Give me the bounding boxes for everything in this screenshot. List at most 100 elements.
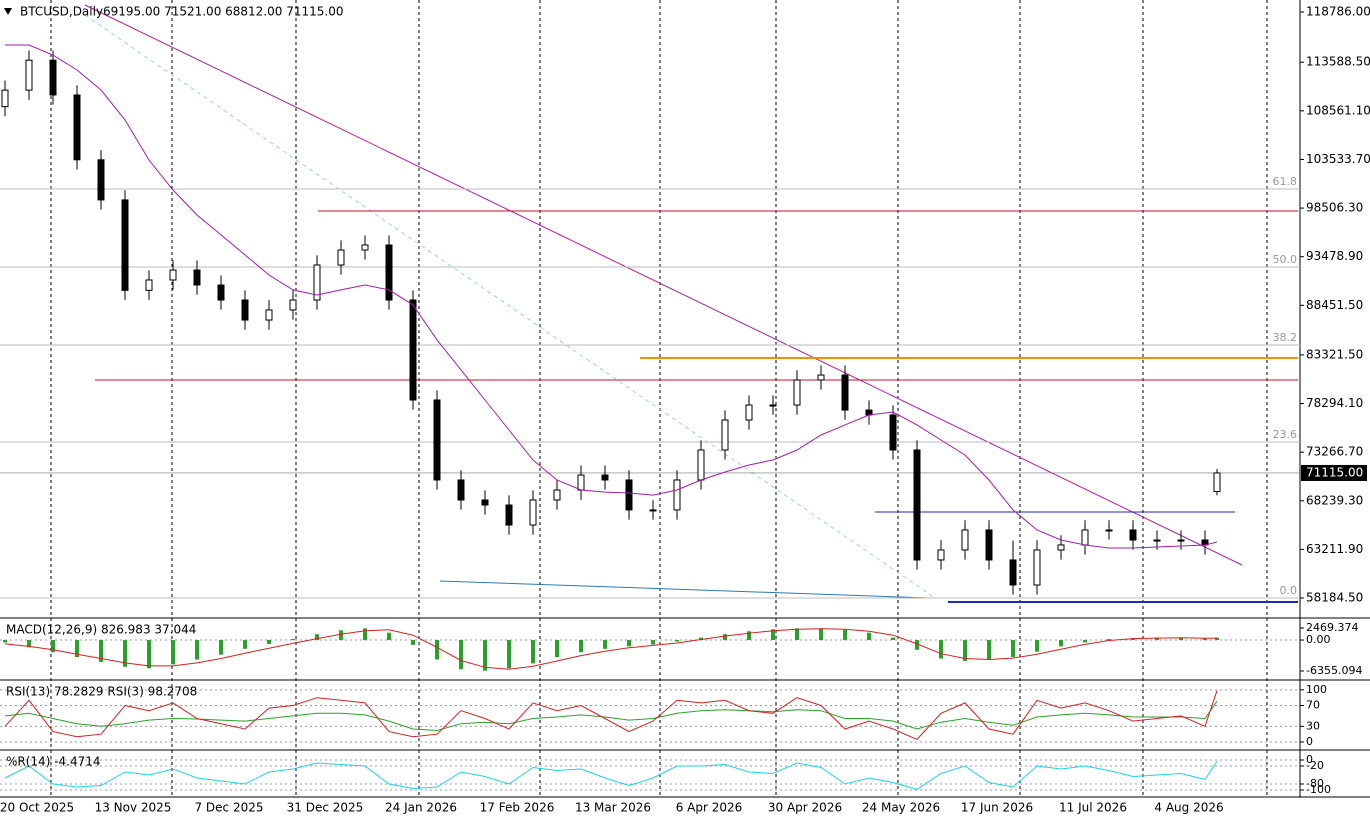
drawings	[84, 4, 1298, 603]
candle-body	[745, 404, 753, 421]
candle-body	[1213, 472, 1221, 493]
x-tick-label: 4 Aug 2026	[1154, 801, 1223, 815]
macd-bar	[483, 640, 487, 671]
macd-bar	[627, 640, 631, 647]
candle-body	[697, 449, 705, 481]
menu-triangle[interactable]	[4, 8, 12, 15]
macd-bar	[411, 640, 415, 645]
macd-bar	[27, 640, 31, 648]
y-tick-label: 73266.70	[1306, 445, 1363, 459]
indicator-line	[4, 690, 1218, 741]
macd-bar	[219, 640, 223, 655]
candle-body	[145, 279, 153, 291]
x-tick-label: 7 Dec 2025	[194, 801, 263, 815]
fib-label: 61.8	[1273, 175, 1298, 188]
candle-body	[169, 269, 177, 281]
candle-body	[337, 249, 345, 266]
macd-bar	[1203, 638, 1207, 641]
candle-body	[433, 399, 441, 481]
y-tick-label: 78294.10	[1306, 396, 1363, 410]
candle-body	[649, 509, 657, 512]
symbol: BTCUSD,Daily	[20, 5, 103, 19]
macd-bar	[51, 640, 55, 653]
x-tick-label: 30 Apr 2026	[768, 801, 842, 815]
y-tick-label: -6355.094	[1306, 664, 1362, 677]
macd-bar	[339, 630, 343, 641]
candle-body	[817, 374, 825, 381]
candle-body	[889, 414, 897, 451]
macd-signal	[4, 628, 1218, 670]
candle-body	[457, 479, 465, 501]
moving-average	[5, 44, 1218, 549]
macd-bar	[531, 640, 535, 664]
candle-body	[1177, 539, 1185, 542]
candle-body	[937, 549, 945, 561]
candle-body	[601, 474, 609, 481]
y-tick-label: -20	[1306, 759, 1324, 772]
fib-label: 50.0	[1273, 253, 1298, 266]
candle-body	[313, 264, 321, 301]
macd-bar	[1083, 640, 1087, 643]
macd-bar	[3, 640, 7, 643]
macd-bar	[1035, 640, 1039, 652]
macd-bar	[963, 640, 967, 661]
candle-body	[793, 379, 801, 406]
candle-body	[481, 499, 489, 506]
y-tick-label: 68239.30	[1306, 493, 1363, 507]
y-tick-label: -100	[1306, 783, 1331, 796]
ohlc-values: 69195.00 71521.00 68812.00 71115.00	[103, 5, 343, 19]
frame	[0, 0, 1370, 798]
macd-bar	[891, 637, 895, 641]
y-tick-label: 103533.70	[1306, 152, 1370, 166]
y-tick-label: 88451.50	[1306, 298, 1363, 312]
y-tick-label: 93478.90	[1306, 249, 1363, 263]
macd-bar	[579, 640, 583, 653]
macd-bar	[795, 628, 799, 641]
candle-body	[985, 529, 993, 561]
y-tick-label: 0	[1306, 735, 1313, 748]
macd-bar	[723, 634, 727, 641]
candle-body	[289, 299, 297, 311]
fib-label: 23.6	[1273, 428, 1298, 441]
y-tick-label: 0.00	[1306, 633, 1331, 646]
macd-bar	[459, 640, 463, 670]
macd-bar	[435, 640, 439, 660]
y-tick-label: 63211.90	[1306, 542, 1363, 556]
macd-bar	[315, 634, 319, 641]
candle-body	[73, 94, 81, 161]
candle-body	[217, 284, 225, 301]
macd-bar	[651, 640, 655, 645]
candle-body	[1105, 529, 1113, 532]
macd-bar	[1059, 640, 1063, 647]
candle-body	[553, 489, 561, 501]
y-tick-label: 98506.30	[1306, 201, 1363, 215]
macd-bar	[603, 640, 607, 649]
y-tick-label: 113588.50	[1306, 55, 1370, 69]
trend-line	[84, 14, 936, 599]
y-tick-label: 100	[1306, 683, 1327, 696]
macd-bar	[99, 640, 103, 662]
x-tick-label: 24 Jan 2026	[385, 801, 457, 815]
pane-title: MACD(12,26,9) 826.983 37.044	[6, 623, 196, 637]
macd-bar	[819, 628, 823, 641]
candle-body	[673, 479, 681, 511]
y-tick-label: 108561.10	[1306, 103, 1370, 117]
indicator-line	[4, 700, 1218, 732]
candle-body	[385, 244, 393, 301]
macd-bar	[939, 640, 943, 659]
macd-bar	[867, 632, 871, 641]
candle-body	[193, 269, 201, 286]
macd-bar	[1155, 637, 1159, 641]
candle-body	[1, 89, 9, 108]
macd-bar	[1107, 639, 1111, 641]
trend-line	[84, 4, 1243, 566]
macd-bar	[75, 640, 79, 658]
macd-bar	[147, 640, 151, 669]
y-tick-label: 30	[1306, 719, 1320, 732]
macd-bar	[195, 640, 199, 660]
candle-body	[97, 159, 105, 201]
candle-body	[265, 309, 273, 321]
macd-bar	[843, 629, 847, 641]
x-tick-label: 17 Jun 2026	[961, 801, 1033, 815]
